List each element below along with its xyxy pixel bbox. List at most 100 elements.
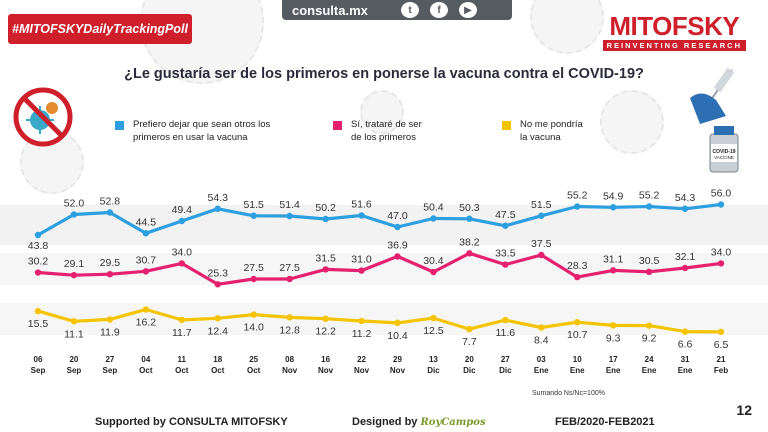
tick-label: 27 <box>105 355 114 364</box>
data-label: 31.1 <box>603 253 624 265</box>
data-point <box>70 271 78 279</box>
data-label: 30.7 <box>136 254 157 266</box>
legend-item: Sí, trataré de ser de los primeros <box>333 118 422 144</box>
hashtag-banner: #MITOFSKYDailyTrackingPoll <box>8 14 192 44</box>
data-label: 6.6 <box>678 339 693 351</box>
data-label: 29.1 <box>64 258 85 270</box>
data-label: 25.3 <box>208 267 229 279</box>
data-point <box>358 267 365 274</box>
youtube-icon[interactable]: ▶ <box>459 2 477 18</box>
legend-item: No me pondría la vacuna <box>502 118 583 144</box>
data-point <box>430 314 437 322</box>
data-label: 51.5 <box>531 199 552 211</box>
tick-label: Sep <box>67 366 82 375</box>
data-point <box>466 325 473 333</box>
band-background <box>0 253 768 285</box>
tick-label: Ene <box>606 366 621 375</box>
tick-label: Sep <box>103 366 118 375</box>
data-point <box>322 266 329 273</box>
tick-label: 16 <box>321 355 330 364</box>
data-label: 56.0 <box>711 188 732 200</box>
brand-tagline: REINVENTING RESEARCH <box>602 40 746 51</box>
twitter-icon[interactable]: t <box>401 2 419 18</box>
footer-designer: RoyCampos <box>420 417 486 428</box>
data-label: 55.2 <box>639 190 660 202</box>
data-label: 7.7 <box>462 336 477 348</box>
tick-label: Oct <box>139 366 153 375</box>
data-label: 50.3 <box>459 202 480 214</box>
tick-label: 06 <box>34 355 43 364</box>
band-background <box>0 205 768 245</box>
data-point <box>609 204 617 211</box>
data-point <box>106 209 114 216</box>
data-point <box>574 203 581 210</box>
tick-label: Ene <box>534 366 549 375</box>
top-bar: consulta.mx t f ▶ <box>282 0 512 20</box>
data-point <box>70 211 78 218</box>
data-point <box>717 328 725 336</box>
series-line <box>37 251 722 286</box>
data-point <box>394 253 401 260</box>
legend-label: de los primeros <box>351 132 416 143</box>
tick-label: Feb <box>714 366 728 375</box>
data-label: 55.2 <box>567 190 588 202</box>
data-label: 8.4 <box>534 334 549 346</box>
site-link[interactable]: consulta.mx <box>292 2 368 18</box>
data-point <box>502 222 509 229</box>
tick-label: 04 <box>141 355 150 364</box>
tick-label: Ene <box>678 366 693 375</box>
tick-label: 11 <box>178 355 187 364</box>
data-label: 28.3 <box>567 260 588 272</box>
data-label: 51.4 <box>279 199 300 211</box>
data-label: 30.4 <box>423 255 444 267</box>
data-point <box>286 212 293 220</box>
data-point <box>322 215 329 223</box>
data-label: 44.5 <box>136 216 157 228</box>
data-point <box>394 223 401 231</box>
data-point <box>286 275 293 283</box>
data-point <box>106 316 114 323</box>
tick-label: Dic <box>499 366 512 375</box>
tick-label: 24 <box>645 355 654 364</box>
data-label: 16.2 <box>136 317 157 329</box>
data-point <box>645 268 653 275</box>
tick-label: 22 <box>357 355 366 364</box>
data-point <box>394 319 401 327</box>
facebook-icon[interactable]: f <box>430 2 448 18</box>
data-point <box>250 275 257 283</box>
data-label: 50.2 <box>315 202 336 214</box>
vaccine-label-2: VACCINE <box>714 155 734 160</box>
footer-period: FEB/2020-FEB2021 <box>555 416 655 428</box>
legend-swatch <box>115 121 124 130</box>
data-point <box>466 215 473 222</box>
data-label: 27.5 <box>243 262 264 274</box>
data-point <box>645 203 653 210</box>
data-point <box>250 212 257 219</box>
tick-label: 21 <box>717 355 726 364</box>
data-point <box>214 205 221 212</box>
data-label: 9.3 <box>606 332 621 344</box>
data-point <box>502 261 509 268</box>
tick-label: 20 <box>465 355 474 364</box>
data-point <box>466 250 473 257</box>
data-point <box>178 260 185 267</box>
data-label: 49.4 <box>172 204 193 216</box>
data-label: 54.3 <box>675 192 696 204</box>
data-point <box>358 212 365 219</box>
data-point <box>178 316 185 324</box>
data-point <box>358 317 365 325</box>
no-virus-icon <box>13 87 73 147</box>
series-line <box>37 307 722 334</box>
data-label: 43.8 <box>28 240 49 252</box>
data-label: 38.2 <box>459 236 480 248</box>
tick-label: 13 <box>429 355 438 364</box>
data-point <box>142 230 150 237</box>
legend-label: la vacuna <box>520 132 561 143</box>
chart-title: ¿Le gustaría ser de los primeros en pone… <box>124 66 644 82</box>
data-point <box>681 328 689 335</box>
data-label: 27.5 <box>279 262 300 274</box>
data-point <box>214 315 221 322</box>
chart-note: Sumando Ns/Nc=100% <box>532 390 605 397</box>
tick-label: 20 <box>69 355 78 364</box>
data-point <box>142 306 150 313</box>
